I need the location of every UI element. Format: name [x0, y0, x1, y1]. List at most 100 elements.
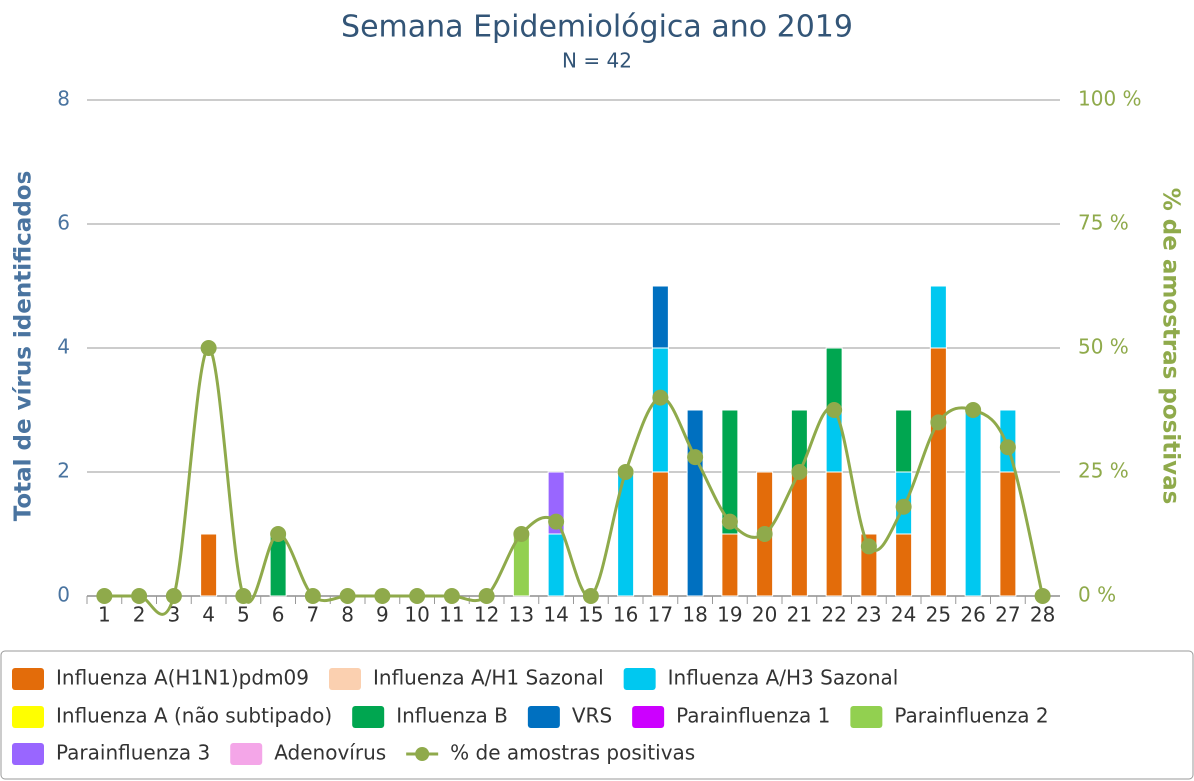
line-marker: [965, 402, 982, 418]
x-tick-label: 13: [509, 603, 534, 627]
line-marker: [548, 513, 565, 530]
chart-subtitle: N = 42: [562, 49, 632, 73]
line-marker: [374, 588, 391, 604]
y2-tick-label: 0 %: [1078, 583, 1116, 607]
line-marker: [304, 588, 321, 604]
bar-segment: [825, 347, 843, 411]
line-marker: [409, 588, 426, 604]
line-marker: [478, 588, 495, 604]
y2-axis-title: % de amostras positivas: [1158, 188, 1184, 505]
legend-label: Influenza A(H1N1)pdm09: [56, 666, 309, 690]
line-marker: [652, 389, 669, 406]
x-tick-label: 28: [1030, 603, 1055, 627]
legend-swatch: [12, 706, 44, 728]
x-tick-label: 18: [682, 603, 707, 627]
legend-swatch: [850, 706, 883, 728]
legend-label: Influenza A/H3 Sazonal: [668, 666, 899, 690]
x-tick-label: 11: [439, 603, 464, 627]
legend-swatch: [415, 747, 430, 761]
line-marker: [791, 464, 808, 480]
y-tick-label: 0: [57, 583, 70, 607]
bar-segment: [651, 347, 669, 473]
legend-label: Adenovírus: [274, 741, 386, 765]
line-marker: [895, 498, 912, 515]
x-tick-label: 10: [404, 603, 429, 627]
y2-tick-label: 25 %: [1078, 459, 1129, 483]
y2-tick-label: 50 %: [1078, 335, 1129, 359]
x-tick-label: 8: [341, 603, 354, 627]
line-marker: [270, 526, 287, 542]
bar-segment: [964, 409, 982, 597]
line-marker: [930, 414, 947, 431]
x-tick-label: 20: [752, 603, 777, 627]
bar-segment: [895, 409, 913, 473]
bar-segment: [200, 533, 218, 597]
bar-segment: [686, 409, 704, 597]
bar-segment: [895, 533, 913, 597]
line-marker: [687, 449, 704, 466]
legend-label: Influenza B: [396, 704, 508, 728]
x-tick-label: 6: [272, 603, 285, 627]
line-marker: [339, 588, 356, 604]
x-tick-label: 7: [307, 603, 320, 627]
bar-segment: [721, 533, 739, 597]
line-marker: [96, 588, 113, 604]
line-marker: [131, 588, 148, 604]
line-marker: [860, 538, 877, 555]
legend-label: Parainfluenza 1: [676, 704, 830, 728]
x-tick-label: 21: [787, 603, 812, 627]
bar-segment: [721, 409, 739, 535]
legend-swatch: [632, 706, 665, 728]
legend-label: % de amostras positivas: [450, 741, 695, 765]
x-tick-label: 26: [960, 603, 985, 627]
chart-title: Semana Epidemiológica ano 2019: [341, 10, 853, 45]
bar-segment: [651, 471, 669, 597]
line-marker: [1034, 588, 1051, 604]
legend-label: VRS: [572, 704, 612, 728]
line-marker: [999, 439, 1016, 456]
x-tick-label: 1: [98, 603, 111, 627]
bar-segment: [651, 285, 669, 349]
x-tick-label: 25: [926, 603, 951, 627]
y-tick-label: 6: [57, 211, 70, 235]
legend-swatch: [12, 668, 44, 690]
x-tick-label: 23: [856, 603, 881, 627]
legend-box: [0, 650, 1194, 780]
bar-segment: [547, 533, 565, 597]
legend-label: Parainfluenza 2: [894, 704, 1048, 728]
line-marker: [756, 526, 773, 542]
line-series: [104, 346, 1045, 616]
x-tick-label: 9: [376, 603, 389, 627]
legend-swatch: [527, 706, 560, 728]
x-tick-label: 22: [821, 603, 846, 627]
y-tick-label: 2: [57, 459, 70, 483]
legend-label: Influenza A (não subtipado): [56, 704, 332, 728]
line-marker: [443, 588, 460, 604]
y-tick-label: 4: [57, 335, 70, 359]
legend-label: Influenza A/H1 Sazonal: [373, 666, 604, 690]
line-marker: [721, 513, 738, 530]
bar-segment: [929, 285, 947, 349]
x-tick-label: 27: [995, 603, 1020, 627]
x-tick-label: 24: [891, 603, 916, 627]
bar-segment: [999, 471, 1017, 597]
line-marker: [165, 588, 182, 604]
legend-swatch: [352, 706, 385, 728]
bar-segment: [790, 471, 808, 597]
y-tick-label: 8: [57, 87, 70, 111]
x-tick-label: 5: [237, 603, 250, 627]
line-marker: [200, 340, 217, 356]
x-tick-label: 12: [474, 603, 499, 627]
x-tick-label: 4: [202, 603, 215, 627]
legend-swatch: [329, 668, 361, 690]
x-tick-label: 16: [613, 603, 638, 627]
legend-swatch: [623, 668, 656, 690]
legend-swatch: [230, 743, 263, 765]
y-axis-title: Total de vírus identificados: [11, 171, 37, 522]
line-marker: [826, 402, 843, 418]
line-marker: [582, 588, 599, 604]
x-tick-label: 15: [578, 603, 603, 627]
x-tick-label: 14: [543, 603, 568, 627]
x-tick-label: 2: [133, 603, 146, 627]
